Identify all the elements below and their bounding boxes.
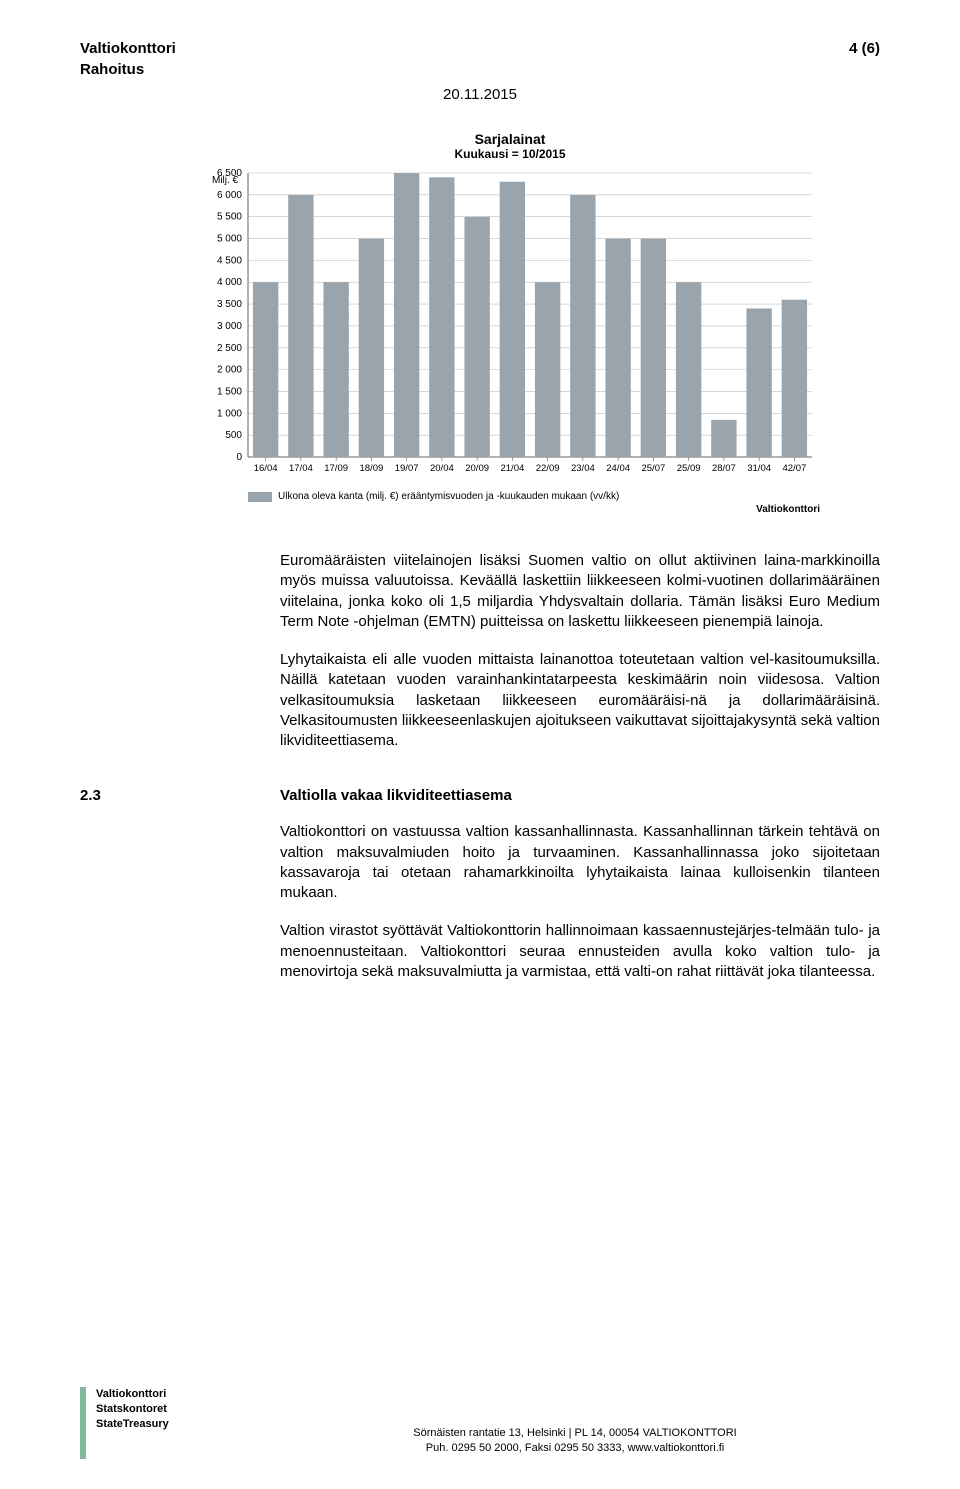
section-number: 2.3 — [80, 787, 280, 804]
section-title: Valtiolla vakaa likviditeettiasema — [280, 787, 512, 804]
svg-text:17/09: 17/09 — [324, 463, 348, 474]
svg-text:20/09: 20/09 — [465, 463, 489, 474]
section-paragraph-1: Valtiokonttori on vastuussa valtion kass… — [280, 822, 880, 903]
svg-text:500: 500 — [225, 430, 242, 441]
section-paragraph-2: Valtion virastot syöttävät Valtiokonttor… — [280, 921, 880, 982]
header-pagenum: 4 (6) — [849, 40, 880, 57]
svg-text:16/04: 16/04 — [254, 463, 278, 474]
svg-text:1 500: 1 500 — [217, 386, 242, 397]
header-date: 20.11.2015 — [80, 86, 880, 103]
svg-text:2 000: 2 000 — [217, 365, 242, 376]
body-paragraph-1: Euromääräisten viitelainojen lisäksi Suo… — [280, 551, 880, 632]
footer-addr-line1: Sörnäisten rantatie 13, Helsinki | PL 14… — [270, 1426, 880, 1440]
svg-text:5 000: 5 000 — [217, 234, 242, 245]
header-dept: Rahoitus — [80, 61, 880, 78]
svg-text:31/04: 31/04 — [747, 463, 771, 474]
chart-legend: Ulkona oleva kanta (milj. €) erääntymisv… — [248, 491, 820, 502]
footer-address: Sörnäisten rantatie 13, Helsinki | PL 14… — [270, 1426, 880, 1459]
footer-logo-line1: Valtiokonttori — [96, 1387, 169, 1402]
header-org: Valtiokonttori — [80, 40, 176, 57]
svg-text:42/07: 42/07 — [782, 463, 806, 474]
svg-text:3 000: 3 000 — [217, 321, 242, 332]
footer-addr-line2: Puh. 0295 50 2000, Faksi 0295 50 3333, w… — [270, 1441, 880, 1455]
chart-footer-logo: Valtiokonttori — [200, 504, 820, 515]
svg-text:25/07: 25/07 — [641, 463, 665, 474]
svg-text:18/09: 18/09 — [359, 463, 383, 474]
chart-container: Sarjalainat Kuukausi = 10/2015 Milj. €05… — [200, 131, 820, 515]
svg-text:25/09: 25/09 — [677, 463, 701, 474]
chart-subtitle: Kuukausi = 10/2015 — [200, 147, 820, 161]
svg-text:17/04: 17/04 — [289, 463, 313, 474]
svg-text:4 000: 4 000 — [217, 277, 242, 288]
svg-text:22/09: 22/09 — [536, 463, 560, 474]
svg-text:2 500: 2 500 — [217, 343, 242, 354]
footer-logo-line2: Statskontoret — [96, 1402, 169, 1417]
svg-text:28/07: 28/07 — [712, 463, 736, 474]
legend-swatch — [248, 492, 272, 502]
svg-text:1 000: 1 000 — [217, 408, 242, 419]
bar-chart: Milj. €05001 0001 5002 0002 5003 0003 50… — [200, 167, 820, 487]
svg-text:23/04: 23/04 — [571, 463, 595, 474]
svg-text:21/04: 21/04 — [500, 463, 524, 474]
footer-logo-line3: StateTreasury — [96, 1417, 169, 1432]
body-paragraph-2: Lyhytaikaista eli alle vuoden mittaista … — [280, 650, 880, 751]
svg-text:5 500: 5 500 — [217, 212, 242, 223]
svg-text:0: 0 — [236, 452, 242, 463]
svg-text:20/04: 20/04 — [430, 463, 454, 474]
chart-title: Sarjalainat — [200, 131, 820, 147]
svg-text:6 500: 6 500 — [217, 168, 242, 179]
svg-text:3 500: 3 500 — [217, 299, 242, 310]
svg-text:4 500: 4 500 — [217, 255, 242, 266]
page-footer: Valtiokonttori Statskontoret StateTreasu… — [80, 1387, 880, 1459]
svg-text:19/07: 19/07 — [395, 463, 419, 474]
svg-text:6 000: 6 000 — [217, 190, 242, 201]
footer-logo-bar — [80, 1387, 86, 1459]
svg-text:24/04: 24/04 — [606, 463, 630, 474]
footer-logo: Valtiokonttori Statskontoret StateTreasu… — [80, 1387, 250, 1459]
legend-text: Ulkona oleva kanta (milj. €) erääntymisv… — [278, 491, 619, 502]
